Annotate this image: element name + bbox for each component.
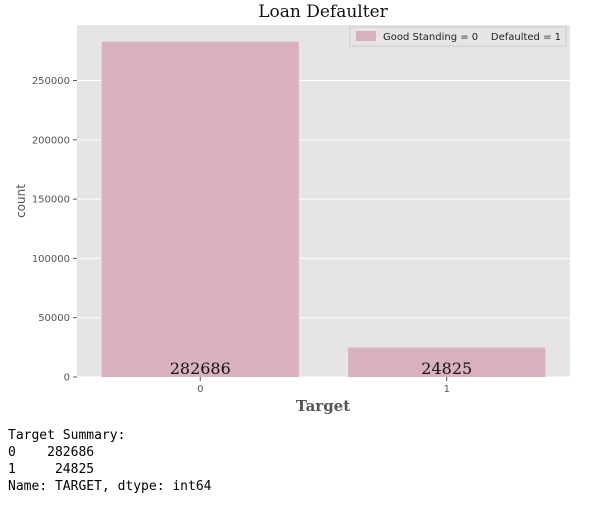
- summary-row-0: 0 282686: [8, 445, 94, 460]
- bars: [101, 41, 546, 377]
- summary-row-value: 282686: [47, 445, 95, 460]
- y-axis-ticks: 0 50000 100000 150000 200000 250000: [32, 76, 77, 384]
- y-tick-label: 100000: [32, 254, 70, 265]
- bar-value-label: 282686: [170, 359, 231, 378]
- legend: Good Standing = 0 Defaulted = 1: [349, 26, 567, 47]
- y-tick-label: 0: [64, 373, 70, 384]
- legend-box: [349, 26, 567, 47]
- bar-value-label: 24825: [421, 359, 472, 378]
- bar-value-labels: 282686 24825: [170, 359, 472, 378]
- summary-header: Target Summary:: [8, 428, 126, 443]
- summary-footer: Name: TARGET, dtype: int64: [8, 479, 212, 494]
- target-summary-output: Target Summary: 0 282686 1 24825 Name: T…: [8, 427, 212, 495]
- x-axis-label: Target: [296, 397, 350, 415]
- summary-row-key: 0: [8, 445, 16, 460]
- bar-0: [101, 41, 299, 377]
- legend-label: Good Standing = 0 Defaulted = 1: [383, 32, 561, 43]
- summary-row-1: 1 24825: [8, 462, 94, 477]
- y-tick-label: 200000: [32, 135, 70, 146]
- chart-title: Loan Defaulter: [258, 2, 388, 22]
- y-tick-label: 250000: [32, 76, 70, 87]
- legend-swatch: [356, 31, 376, 41]
- y-tick-label: 50000: [38, 313, 70, 324]
- x-tick-label: 1: [444, 384, 450, 395]
- bar-1: [348, 347, 546, 377]
- x-tick-label: 0: [197, 384, 203, 395]
- y-tick-label: 150000: [32, 195, 70, 206]
- y-axis-label: count: [14, 184, 28, 218]
- summary-row-key: 1: [8, 462, 16, 477]
- summary-row-value: 24825: [54, 462, 95, 477]
